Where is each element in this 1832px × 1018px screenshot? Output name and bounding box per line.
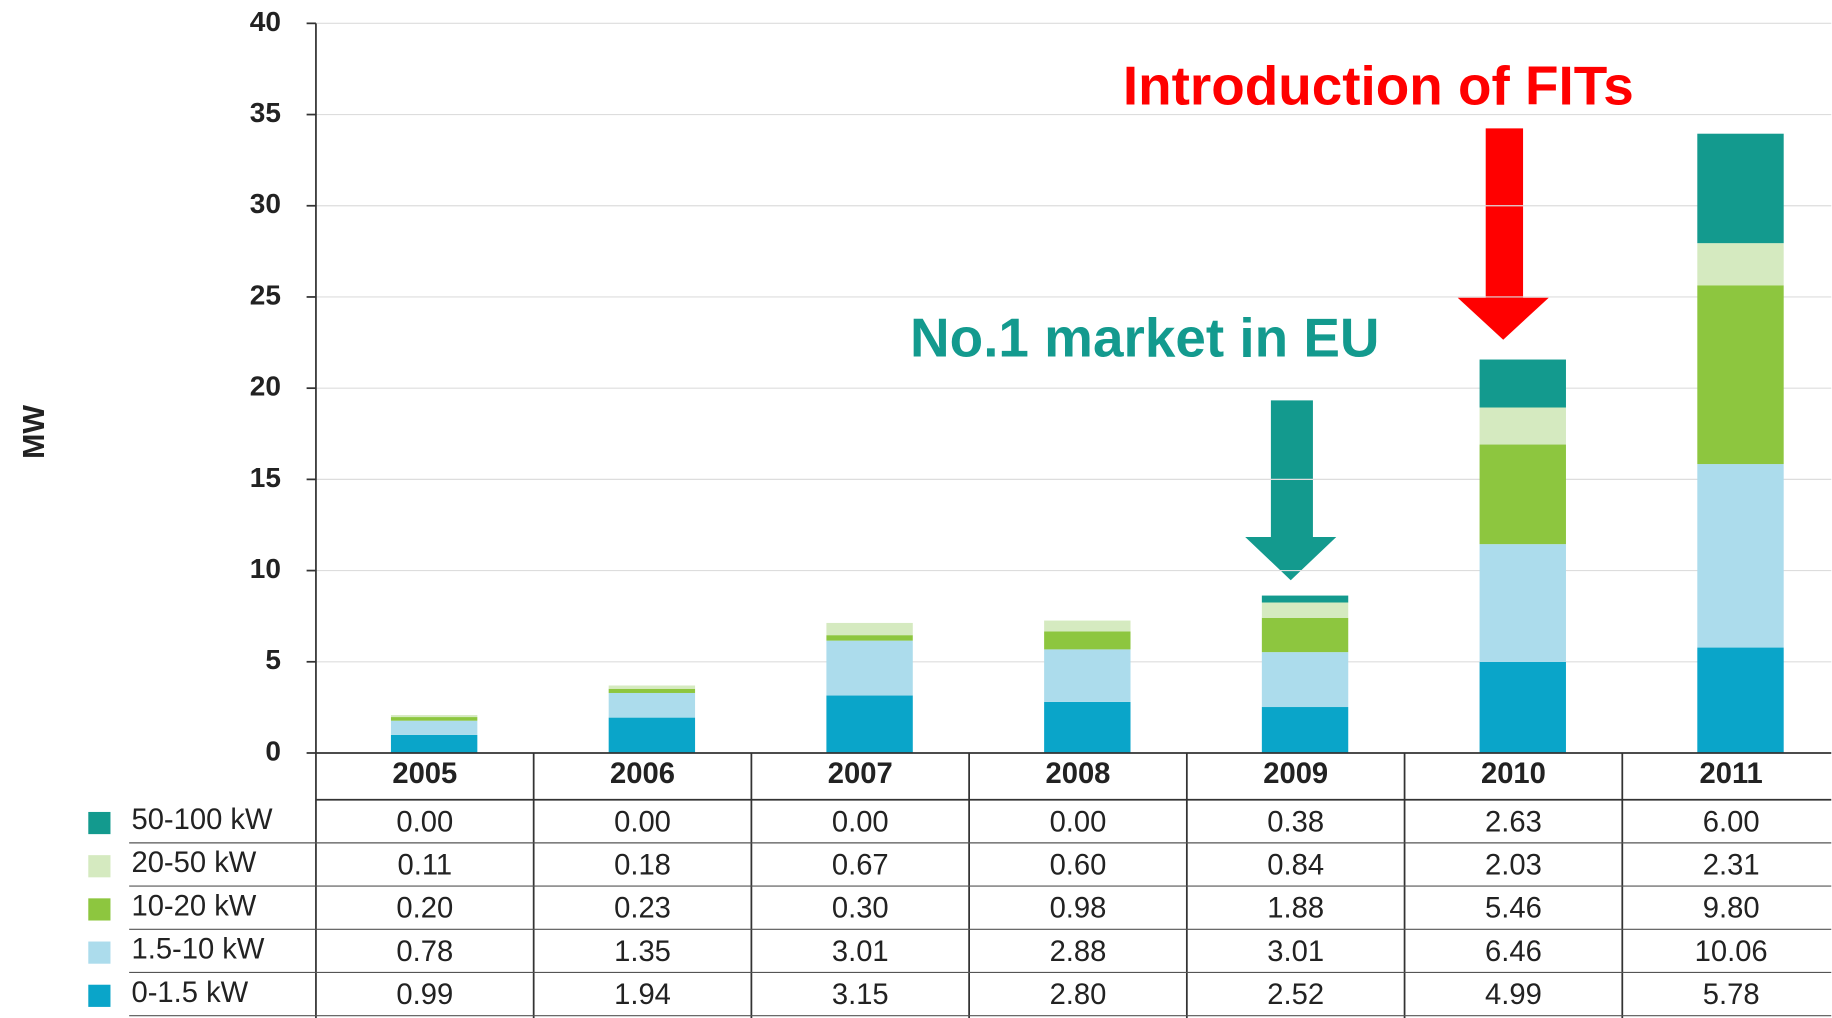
x-tick-label: 2010: [1481, 758, 1546, 790]
bar-segment: [1479, 359, 1566, 408]
bar-segment: [390, 734, 478, 753]
table-cell: 3.15: [832, 979, 889, 1011]
legend-swatch: [88, 855, 111, 878]
legend-swatch: [88, 811, 111, 835]
bar-segment: [1697, 464, 1784, 648]
x-tick-label: 2007: [828, 758, 893, 790]
legend-label: 0-1.5 kW: [131, 977, 248, 1009]
y-tick-label: 15: [250, 462, 281, 493]
bar-segment: [390, 715, 478, 718]
bar-segment: [608, 717, 696, 753]
arrow: [1245, 400, 1337, 581]
table-cell: 3.01: [1267, 936, 1324, 968]
bar-segment: [1479, 661, 1566, 753]
annotation: Introduction of FITs: [1123, 54, 1634, 116]
bar-segment: [826, 635, 913, 641]
table-cell: 2.80: [1050, 979, 1107, 1011]
x-tick-label: 2009: [1263, 758, 1328, 790]
bar-segment: [826, 622, 913, 636]
table-cell: 6.00: [1703, 806, 1760, 838]
x-tick-label: 2011: [1700, 758, 1763, 790]
x-tick-label: 2005: [392, 758, 457, 790]
bar-segment: [1044, 701, 1131, 753]
bar-segment: [1261, 707, 1349, 753]
bar-segment: [1044, 620, 1131, 632]
table-cell: 2.88: [1050, 936, 1107, 968]
table-cell: 0.00: [396, 806, 453, 838]
bar-segment: [1697, 243, 1784, 286]
arrow: [1457, 128, 1549, 340]
legend-swatch: [88, 898, 111, 921]
table-cell: 0.98: [1050, 893, 1107, 925]
table-cell: 0.78: [396, 936, 453, 968]
table-cell: 5.46: [1485, 893, 1542, 925]
bar-segment: [1479, 444, 1566, 545]
y-tick-label: 35: [250, 97, 281, 128]
legend-label: 1.5-10 kW: [131, 934, 264, 966]
y-tick-label: 30: [250, 188, 281, 219]
table-cell: 0.20: [396, 893, 453, 925]
table-cell: 0.00: [832, 806, 889, 838]
table-cell: 0.00: [614, 806, 671, 838]
table-cell: 0.30: [832, 893, 889, 925]
table-cell: 5.78: [1703, 979, 1760, 1011]
bar-segment: [1261, 617, 1349, 653]
bar-segment: [390, 720, 478, 735]
y-tick-label: 10: [250, 553, 281, 584]
table-cell: 10.06: [1695, 936, 1768, 968]
x-tick-label: 2006: [610, 758, 675, 790]
table-cell: 0.00: [1050, 806, 1107, 838]
legend-label: 50-100 kW: [131, 804, 273, 836]
table-cell: 0.84: [1267, 850, 1324, 882]
table-cell: 9.80: [1703, 893, 1760, 925]
table-cell: 0.18: [614, 850, 671, 882]
table-cell: 1.35: [614, 936, 671, 968]
bar-segment: [826, 695, 913, 753]
bar-segment: [1261, 595, 1349, 603]
y-tick-label: 5: [265, 644, 281, 675]
bar-segment: [1261, 602, 1349, 618]
y-tick-label: 40: [250, 6, 281, 37]
table-cell: 6.46: [1485, 936, 1542, 968]
bar-segment: [1261, 652, 1349, 708]
bar-segment: [390, 717, 478, 721]
legend-swatch: [88, 984, 111, 1007]
bar-segment: [1697, 133, 1784, 244]
table-cell: 1.94: [614, 979, 671, 1011]
table-cell: 2.31: [1703, 850, 1760, 882]
table-cell: 1.88: [1267, 893, 1324, 925]
bar-segment: [1697, 285, 1784, 465]
bar-segment: [1044, 631, 1131, 650]
bar-segment: [1479, 544, 1566, 662]
annotation: No.1 market in EU: [910, 307, 1379, 369]
table-cell: 2.63: [1485, 806, 1542, 838]
bar-segment: [1697, 647, 1784, 753]
x-tick-label: 2008: [1046, 758, 1111, 790]
bar-segment: [826, 640, 913, 696]
y-tick-label: 20: [250, 371, 281, 402]
bar-segment: [608, 688, 696, 693]
legend-label: 20-50 kW: [131, 847, 256, 879]
table-cell: 0.60: [1050, 850, 1107, 882]
table-cell: 0.23: [614, 893, 671, 925]
bar-segment: [608, 685, 696, 689]
bar-segment: [1479, 407, 1566, 445]
table-cell: 0.67: [832, 850, 889, 882]
legend-label: 10-20 kW: [131, 890, 256, 922]
y-tick-label: 25: [250, 279, 281, 310]
table-cell: 2.52: [1267, 979, 1324, 1011]
table-cell: 3.01: [832, 936, 889, 968]
table-cell: 4.99: [1485, 979, 1542, 1011]
bar-segment: [1044, 649, 1131, 702]
legend-swatch: [88, 941, 111, 964]
y-axis-label: MW: [18, 405, 51, 459]
table-cell: 0.38: [1267, 806, 1324, 838]
y-tick-label: 0: [265, 735, 281, 766]
table-cell: 2.03: [1485, 850, 1542, 882]
table-cell: 0.99: [396, 979, 453, 1011]
table-cell: 0.11: [397, 850, 452, 882]
bar-segment: [608, 692, 696, 718]
